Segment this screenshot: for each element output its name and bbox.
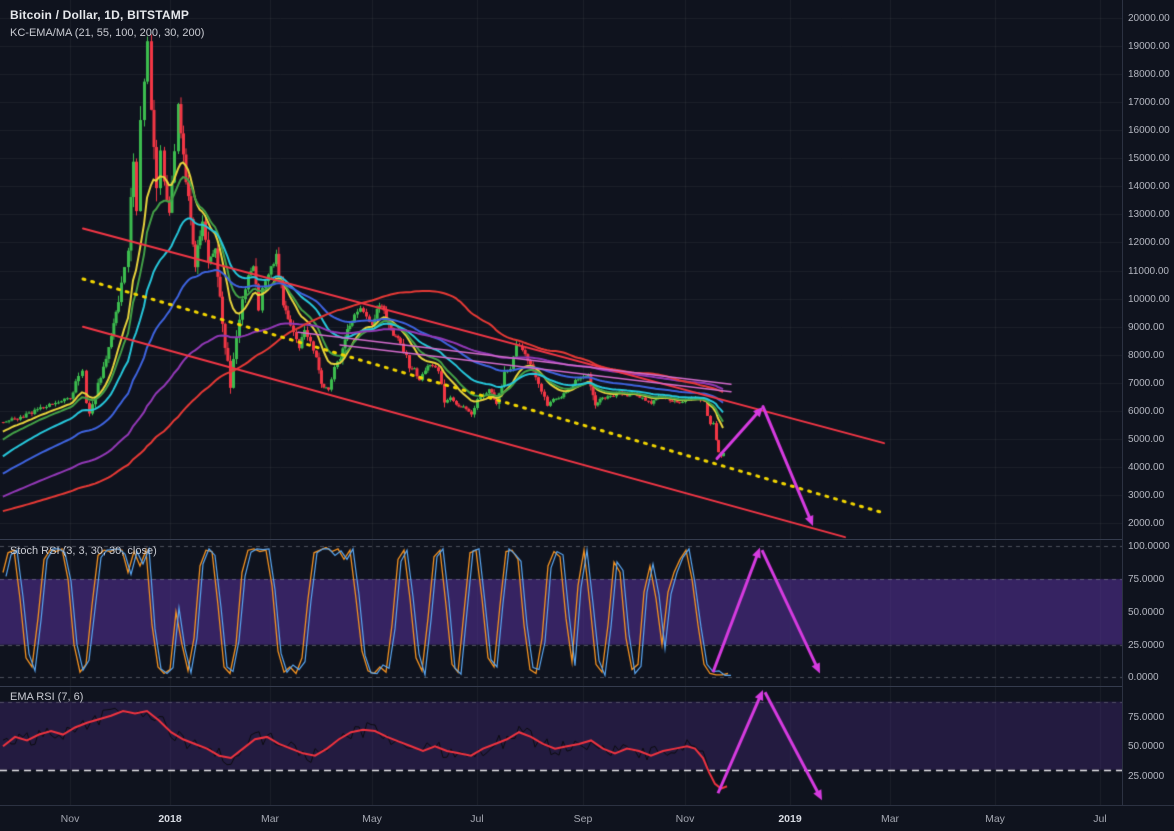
price-tick-label: 13000.00	[1128, 209, 1170, 221]
price-tick-label: 0.0000	[1128, 672, 1159, 684]
price-tick-label: 19000.00	[1128, 41, 1170, 53]
price-tick-label: 100.0000	[1128, 541, 1170, 553]
time-tick-label: Nov	[60, 813, 80, 825]
time-tick-label: Nov	[675, 813, 695, 825]
price-tick-label: 20000.00	[1128, 12, 1170, 24]
price-tick-label: 11000.00	[1128, 265, 1169, 277]
ema-rsi-pane-title[interactable]: EMA RSI (7, 6)	[10, 691, 84, 703]
pane-separator[interactable]	[0, 686, 1174, 687]
time-tick-label: Jul	[470, 813, 484, 825]
price-tick-label: 9000.00	[1128, 321, 1165, 333]
price-tick-label: 75.0000	[1128, 711, 1165, 723]
price-tick-label: 3000.00	[1128, 490, 1165, 502]
price-tick-label: 10000.00	[1128, 293, 1170, 305]
time-tick-label: Jul	[1093, 813, 1107, 825]
price-tick-label: 4000.00	[1128, 461, 1165, 473]
price-tick-label: 16000.00	[1128, 125, 1170, 137]
time-tick-label: 2019	[778, 813, 802, 825]
price-tick-label: 6000.00	[1128, 405, 1165, 417]
indicator-title[interactable]: KC-EMA/MA (21, 55, 100, 200, 30, 200)	[10, 27, 205, 39]
price-axis[interactable]: 20000.00 19000.00 18000.00 17000.00 16000.00…	[1122, 0, 1174, 805]
price-tick-label: 5000.00	[1128, 433, 1165, 445]
price-tick-label: 12000.00	[1128, 237, 1170, 249]
price-tick-label: 7000.00	[1128, 377, 1165, 389]
price-tick-label: 15000.00	[1128, 153, 1170, 165]
price-tick-label: 8000.00	[1128, 349, 1165, 361]
price-tick-label: 50.0000	[1128, 606, 1165, 618]
time-tick-label: May	[985, 813, 1005, 825]
time-axis[interactable]: Nov 2018 Mar May Jul Sep Nov 2019 Mar May Jul	[0, 805, 1174, 831]
time-tick-label: Mar	[260, 813, 280, 825]
time-tick-label: Mar	[880, 813, 900, 825]
price-tick-label: 25.0000	[1128, 770, 1165, 782]
price-tick-label: 2000.00	[1128, 518, 1165, 530]
price-tick-label: 75.0000	[1128, 574, 1165, 586]
symbol-title[interactable]: Bitcoin / Dollar, 1D, BITSTAMP	[10, 8, 190, 22]
price-tick-label: 14000.00	[1128, 181, 1170, 193]
chart-canvas[interactable]	[0, 0, 1122, 805]
price-tick-label: 25.0000	[1128, 639, 1165, 651]
time-tick-label: 2018	[158, 813, 182, 825]
time-tick-label: May	[362, 813, 382, 825]
pane-separator[interactable]	[0, 539, 1174, 540]
time-tick-label: Sep	[573, 813, 593, 825]
chart-legend: Bitcoin / Dollar, 1D, BITSTAMP KC-EMA/MA…	[10, 8, 204, 39]
price-tick-label: 18000.00	[1128, 69, 1170, 81]
price-tick-label: 50.0000	[1128, 741, 1165, 753]
price-tick-label: 17000.00	[1128, 97, 1170, 109]
stoch-pane-title[interactable]: Stoch RSI (3, 3, 30, 30, close)	[10, 545, 157, 557]
